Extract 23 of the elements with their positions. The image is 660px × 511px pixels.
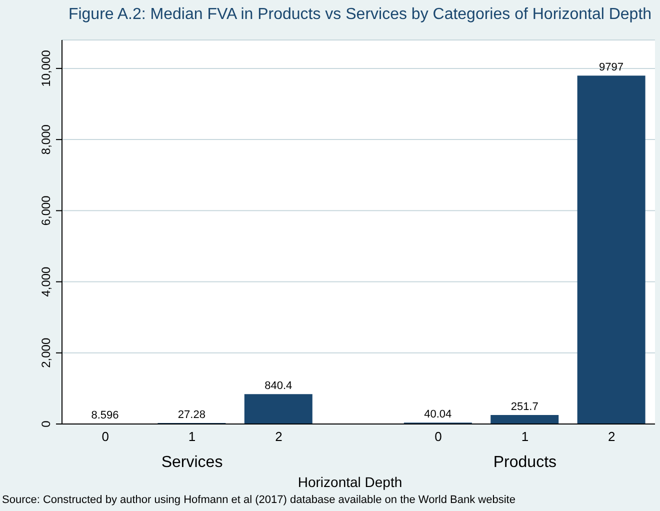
text: Products xyxy=(492,454,558,472)
data-label: 8.596 xyxy=(91,410,119,422)
x-tick-label: 0 xyxy=(434,429,442,444)
chart-title: Figure A.2: Median FVA in Products vs Services by Categories of Horizontal Depth xyxy=(67,6,653,24)
x-tick-label: 2 xyxy=(275,429,282,444)
y-tick-label: 0 xyxy=(39,420,53,428)
y-tick-label: 8,000 xyxy=(39,124,53,155)
x-tick-label: 0 xyxy=(102,429,109,444)
data-label: 251.7 xyxy=(510,401,538,414)
x-tick-label: 2 xyxy=(608,429,616,444)
x-tick-label: 1 xyxy=(188,429,196,444)
x-tick-label: 1 xyxy=(521,429,529,444)
y-tick-label: 10,000 xyxy=(39,50,53,87)
data-label: 840.4 xyxy=(264,380,292,392)
source-note: Source: Constructed by author using Hofmann et al (2017) database available on the World Bank website xyxy=(2,494,516,506)
y-tick-label: 6,000 xyxy=(39,195,53,226)
x-axis-title: Horizontal Depth xyxy=(296,474,404,490)
y-tick-label: 4,000 xyxy=(39,266,53,297)
data-label: 27.28 xyxy=(178,409,206,422)
text: Services xyxy=(160,454,224,472)
data-label: 40.04 xyxy=(424,408,452,421)
data-label: 9797 xyxy=(599,62,624,74)
y-tick-label: 2,000 xyxy=(39,338,53,368)
